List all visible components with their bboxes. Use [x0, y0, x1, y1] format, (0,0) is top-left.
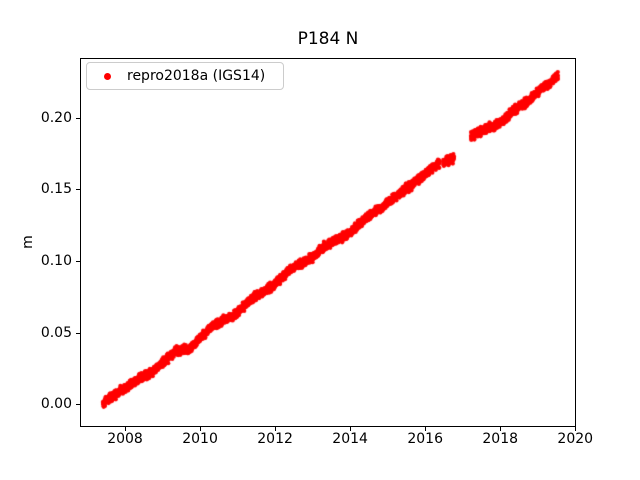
chart-title: P184 N [297, 29, 359, 49]
x-tick-label: 2016 [407, 431, 443, 447]
y-tick-label: 0.20 [40, 109, 72, 126]
legend-marker-dot-icon [103, 72, 111, 80]
x-tick-mark [424, 427, 426, 431]
y-tick-label: 0.15 [40, 181, 72, 198]
legend-handle [87, 72, 127, 80]
y-tick-mark [76, 189, 80, 191]
y-tick-label: 0.05 [40, 324, 72, 341]
x-tick-mark [199, 427, 201, 431]
x-tick-label: 2018 [482, 431, 519, 447]
y-axis-label: m [20, 235, 36, 249]
x-tick-mark [274, 427, 276, 431]
x-tick-mark [499, 427, 501, 431]
x-tick-label: 2014 [332, 431, 368, 447]
y-tick-mark [76, 117, 80, 119]
y-tick-mark [76, 261, 80, 263]
legend-label: repro2018a (IGS14) [127, 68, 266, 84]
y-tick-mark [76, 332, 80, 334]
x-tick-label: 2010 [182, 431, 218, 447]
y-tick-label: 0.00 [40, 396, 72, 413]
legend: repro2018a (IGS14) [86, 62, 284, 90]
plot-canvas [80, 58, 576, 427]
y-tick-label: 0.10 [40, 253, 72, 270]
x-tick-mark [574, 427, 576, 431]
x-tick-label: 2008 [107, 431, 143, 447]
x-tick-mark [349, 427, 351, 431]
x-tick-label: 2020 [557, 431, 594, 447]
y-tick-mark [76, 404, 80, 406]
x-tick-label: 2012 [257, 431, 293, 447]
x-tick-mark [124, 427, 126, 431]
